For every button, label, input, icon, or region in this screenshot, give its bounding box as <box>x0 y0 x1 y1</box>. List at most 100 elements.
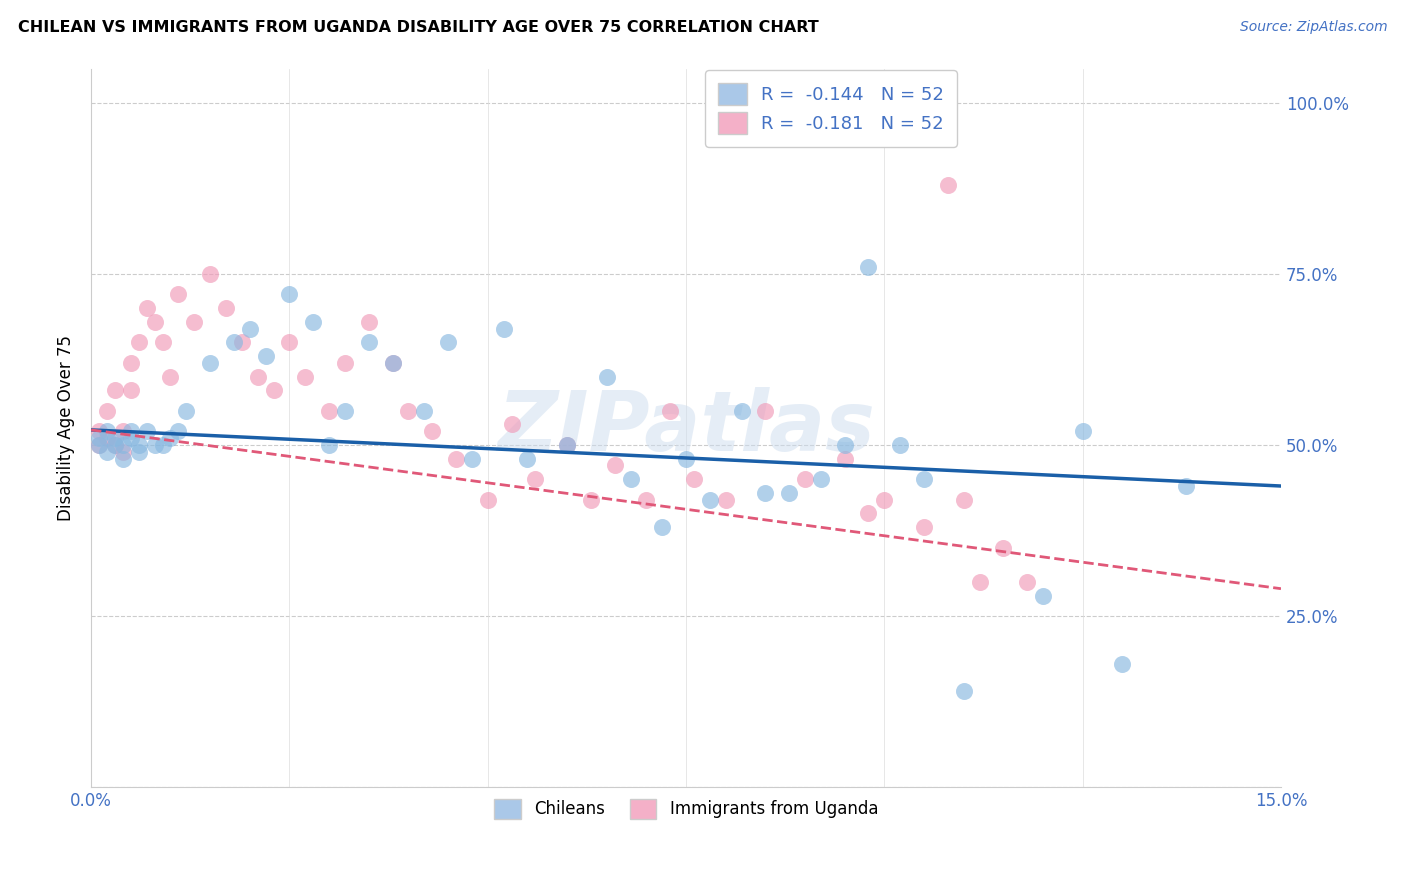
Point <box>461 451 484 466</box>
Point <box>524 472 547 486</box>
Y-axis label: Disability Age Over 75: Disability Age Over 75 <box>58 334 75 521</box>
Point <box>420 424 443 438</box>
Point <box>754 403 776 417</box>
Point <box>636 492 658 507</box>
Point <box>873 492 896 507</box>
Point <box>87 438 110 452</box>
Point <box>87 438 110 452</box>
Point <box>278 287 301 301</box>
Point <box>128 335 150 350</box>
Point <box>357 315 380 329</box>
Point <box>143 315 166 329</box>
Point <box>128 445 150 459</box>
Point <box>858 260 880 274</box>
Point <box>159 369 181 384</box>
Point <box>516 451 538 466</box>
Point <box>120 383 142 397</box>
Point <box>1017 574 1039 589</box>
Point <box>810 472 832 486</box>
Point <box>120 356 142 370</box>
Point <box>152 335 174 350</box>
Point <box>333 403 356 417</box>
Point <box>730 403 752 417</box>
Point <box>675 451 697 466</box>
Point <box>111 445 134 459</box>
Point <box>619 472 641 486</box>
Point <box>778 486 800 500</box>
Point <box>135 424 157 438</box>
Point <box>167 424 190 438</box>
Point <box>104 438 127 452</box>
Point <box>104 431 127 445</box>
Point <box>555 438 578 452</box>
Point <box>912 472 935 486</box>
Point <box>912 520 935 534</box>
Point <box>231 335 253 350</box>
Point <box>111 424 134 438</box>
Point <box>96 424 118 438</box>
Point <box>159 431 181 445</box>
Point <box>603 458 626 473</box>
Point <box>834 438 856 452</box>
Point <box>222 335 245 350</box>
Point <box>969 574 991 589</box>
Point <box>294 369 316 384</box>
Point <box>936 178 959 192</box>
Point <box>437 335 460 350</box>
Point <box>699 492 721 507</box>
Point <box>381 356 404 370</box>
Point <box>104 438 127 452</box>
Point <box>96 403 118 417</box>
Point <box>183 315 205 329</box>
Point <box>1071 424 1094 438</box>
Point <box>492 321 515 335</box>
Text: ZIPatlas: ZIPatlas <box>498 387 875 468</box>
Text: Source: ZipAtlas.com: Source: ZipAtlas.com <box>1240 20 1388 34</box>
Point <box>239 321 262 335</box>
Point <box>167 287 190 301</box>
Point <box>87 424 110 438</box>
Point <box>135 301 157 315</box>
Point <box>952 492 974 507</box>
Point <box>120 431 142 445</box>
Point <box>143 438 166 452</box>
Point <box>596 369 619 384</box>
Point <box>215 301 238 315</box>
Point <box>579 492 602 507</box>
Point <box>302 315 325 329</box>
Point <box>794 472 817 486</box>
Point <box>357 335 380 350</box>
Point <box>651 520 673 534</box>
Point <box>318 403 340 417</box>
Point <box>683 472 706 486</box>
Legend: Chileans, Immigrants from Uganda: Chileans, Immigrants from Uganda <box>488 792 884 826</box>
Point <box>111 438 134 452</box>
Point <box>444 451 467 466</box>
Point <box>659 403 682 417</box>
Point <box>333 356 356 370</box>
Point <box>318 438 340 452</box>
Point <box>381 356 404 370</box>
Point <box>198 267 221 281</box>
Point <box>254 349 277 363</box>
Point <box>278 335 301 350</box>
Point <box>477 492 499 507</box>
Point <box>246 369 269 384</box>
Point <box>96 445 118 459</box>
Point <box>1111 657 1133 671</box>
Point <box>1032 589 1054 603</box>
Point <box>176 403 198 417</box>
Point <box>128 438 150 452</box>
Point <box>952 684 974 698</box>
Point <box>993 541 1015 555</box>
Point <box>111 451 134 466</box>
Point <box>120 424 142 438</box>
Point <box>104 383 127 397</box>
Point <box>834 451 856 466</box>
Point <box>96 431 118 445</box>
Point <box>1174 479 1197 493</box>
Text: CHILEAN VS IMMIGRANTS FROM UGANDA DISABILITY AGE OVER 75 CORRELATION CHART: CHILEAN VS IMMIGRANTS FROM UGANDA DISABI… <box>18 20 820 35</box>
Point <box>555 438 578 452</box>
Point <box>263 383 285 397</box>
Point <box>87 431 110 445</box>
